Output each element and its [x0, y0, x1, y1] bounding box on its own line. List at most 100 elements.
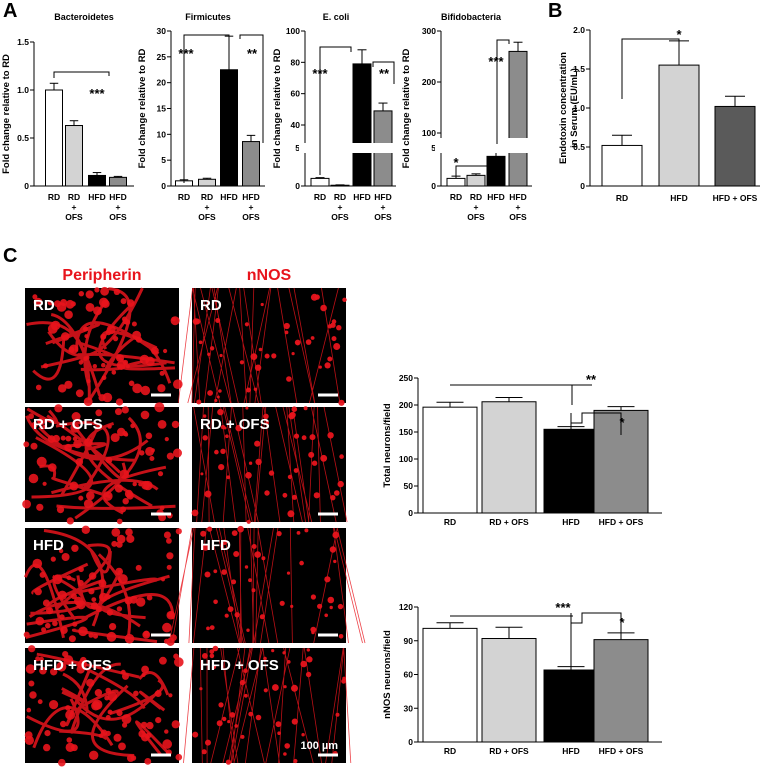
micrograph-neuron — [125, 364, 130, 369]
micrograph-neuron — [58, 384, 67, 393]
micrograph-neuron — [59, 614, 65, 620]
micrograph-neuron — [211, 664, 217, 670]
chart-ecoli: E. coli Fold change relative to RD 0 5 40 60 8… — [272, 12, 400, 222]
micrograph-peripherin-rd: RD — [25, 286, 183, 406]
micrograph-group-label: RD — [200, 297, 222, 314]
micrograph-neuron — [213, 599, 218, 605]
micrograph-neuron — [174, 657, 184, 667]
micrograph-neuron — [205, 739, 211, 746]
micrograph-neuron — [217, 408, 224, 416]
micrograph-neuron — [146, 721, 154, 730]
micrograph-neuron — [254, 440, 261, 447]
micrograph-neuron — [101, 375, 107, 381]
micrograph-neuron — [88, 588, 95, 595]
micrograph-neuron — [159, 370, 165, 376]
micrograph-neuron — [220, 448, 226, 454]
micrograph-neuron — [42, 481, 47, 486]
micrograph-neuron — [105, 715, 111, 720]
micrograph-neuron — [214, 398, 218, 403]
y-tick-label: 20 — [157, 78, 167, 88]
micrograph-neuron — [263, 688, 268, 693]
micrograph-neuron — [105, 687, 111, 694]
micrograph-neuron — [32, 294, 38, 300]
micrograph-neuron — [215, 318, 221, 323]
y-tick-label: 15 — [157, 104, 167, 114]
category-label: RD + OFS — [198, 192, 216, 222]
micrograph-neuron — [141, 672, 146, 678]
bar-hfd-ofs — [109, 176, 127, 187]
micrograph-neuron — [128, 380, 135, 387]
micrograph-neuron — [95, 409, 103, 417]
micrograph-neuron — [286, 376, 292, 382]
micrograph-neuron — [207, 526, 213, 532]
micrograph-nnos-hfd: HFD — [168, 525, 366, 644]
significance-bracket — [53, 71, 110, 78]
micrograph-neuron — [164, 437, 169, 442]
micrograph-neuron — [320, 304, 327, 312]
y-axis-label: Fold change relative to RD — [1, 54, 12, 174]
micrograph-neuron — [48, 463, 57, 472]
micrograph-neuron — [244, 322, 249, 327]
significance-marker: ** — [247, 46, 258, 61]
micrograph-neuron — [85, 355, 90, 360]
micrograph-neuron — [140, 721, 148, 729]
micrograph-neuron — [93, 306, 102, 316]
micrograph-neuron — [29, 691, 37, 699]
micrograph-neuron — [122, 672, 129, 680]
micrograph-neuron — [200, 472, 204, 476]
category-label-line: + — [381, 202, 386, 212]
category-label: HFD + OFS — [109, 192, 127, 222]
y-tick-label: 5 — [161, 155, 166, 165]
micrograph-neuron — [130, 755, 137, 761]
micrograph-neuron — [209, 653, 215, 659]
micrograph-neuron — [58, 548, 64, 554]
category-label: RD + OFS — [331, 192, 349, 222]
micrograph-neuron — [50, 556, 56, 562]
micrograph-neuron — [287, 474, 293, 480]
y-tick-label: 30 — [404, 703, 414, 713]
micrograph-neuron — [209, 649, 215, 654]
micrograph-neuron — [116, 534, 126, 544]
micrograph-neuron — [66, 737, 73, 743]
micrograph-neuron — [106, 631, 117, 642]
micrograph-neuron — [168, 693, 173, 698]
micrograph-neuron — [43, 363, 49, 369]
axis-break — [299, 143, 400, 153]
category-label: RD + OFS — [489, 746, 529, 756]
micrograph-neuron — [124, 432, 129, 437]
micrograph-neuron — [144, 758, 152, 765]
micrograph-neuron — [335, 712, 340, 717]
category-label-line: RD — [616, 193, 628, 203]
micrograph-neuron — [106, 609, 113, 616]
micrograph-neuron — [35, 384, 42, 391]
micrograph-neuron — [54, 300, 61, 308]
micrograph-neuron — [94, 689, 103, 697]
chart-firmicutes: Firmicutes Fold change relative to RD 0 5 10… — [137, 12, 265, 222]
category-label-line: HFD — [88, 192, 105, 202]
micrograph-neuron — [110, 433, 120, 443]
chart-title: Firmicutes — [185, 12, 231, 22]
category-label-line: HFD + OFS — [713, 193, 758, 203]
category-label-line: HFD — [242, 192, 259, 202]
category-label-line: OFS — [374, 212, 392, 222]
micrograph-neuron — [301, 435, 307, 441]
bar-rd-ofs — [330, 184, 350, 187]
micrograph-neuron — [167, 612, 174, 618]
micrograph-neuron — [171, 420, 180, 429]
micrograph-neuron — [94, 287, 100, 293]
micrograph-neuron — [60, 720, 67, 728]
y-tick-label: 1.0 — [17, 85, 29, 95]
y-tick-label: 0 — [580, 181, 585, 191]
micrograph-fibers — [193, 406, 348, 523]
micrograph-neuron — [164, 638, 169, 644]
micrograph-neuron — [173, 448, 182, 458]
micrograph-neuron — [36, 503, 44, 511]
micrograph-neuron — [37, 418, 43, 424]
significance-marker: ** — [379, 66, 390, 81]
micrograph-neuron — [88, 632, 94, 638]
significance-bracket — [570, 412, 622, 451]
micrograph-neuron — [139, 354, 150, 365]
category-label-line: HFD — [109, 192, 126, 202]
micrograph-neuron — [84, 334, 89, 339]
micrograph-neuron — [318, 365, 322, 369]
